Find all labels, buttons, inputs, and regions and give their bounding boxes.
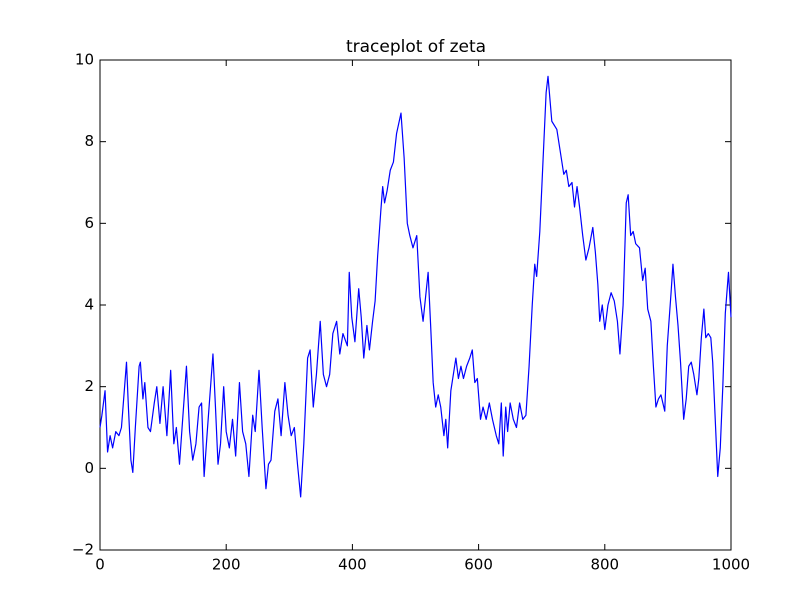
y-tick-label: 8 bbox=[84, 132, 94, 150]
y-tick-label: 6 bbox=[84, 214, 94, 232]
y-tick-label: −2 bbox=[72, 541, 94, 559]
x-tick-label: 400 bbox=[338, 556, 367, 574]
y-tick-label: 2 bbox=[84, 377, 94, 395]
x-tick-label: 200 bbox=[212, 556, 241, 574]
y-tick-label: 0 bbox=[84, 459, 94, 477]
x-tick-label: 1000 bbox=[712, 556, 750, 574]
y-tick-label: 4 bbox=[84, 296, 94, 314]
chart-title: traceplot of zeta bbox=[346, 37, 486, 57]
x-tick-label: 600 bbox=[464, 556, 493, 574]
x-tick-label: 800 bbox=[590, 556, 619, 574]
y-tick-label: 10 bbox=[75, 51, 94, 69]
trace-line bbox=[99, 75, 732, 498]
x-tick-label: 0 bbox=[95, 556, 105, 574]
